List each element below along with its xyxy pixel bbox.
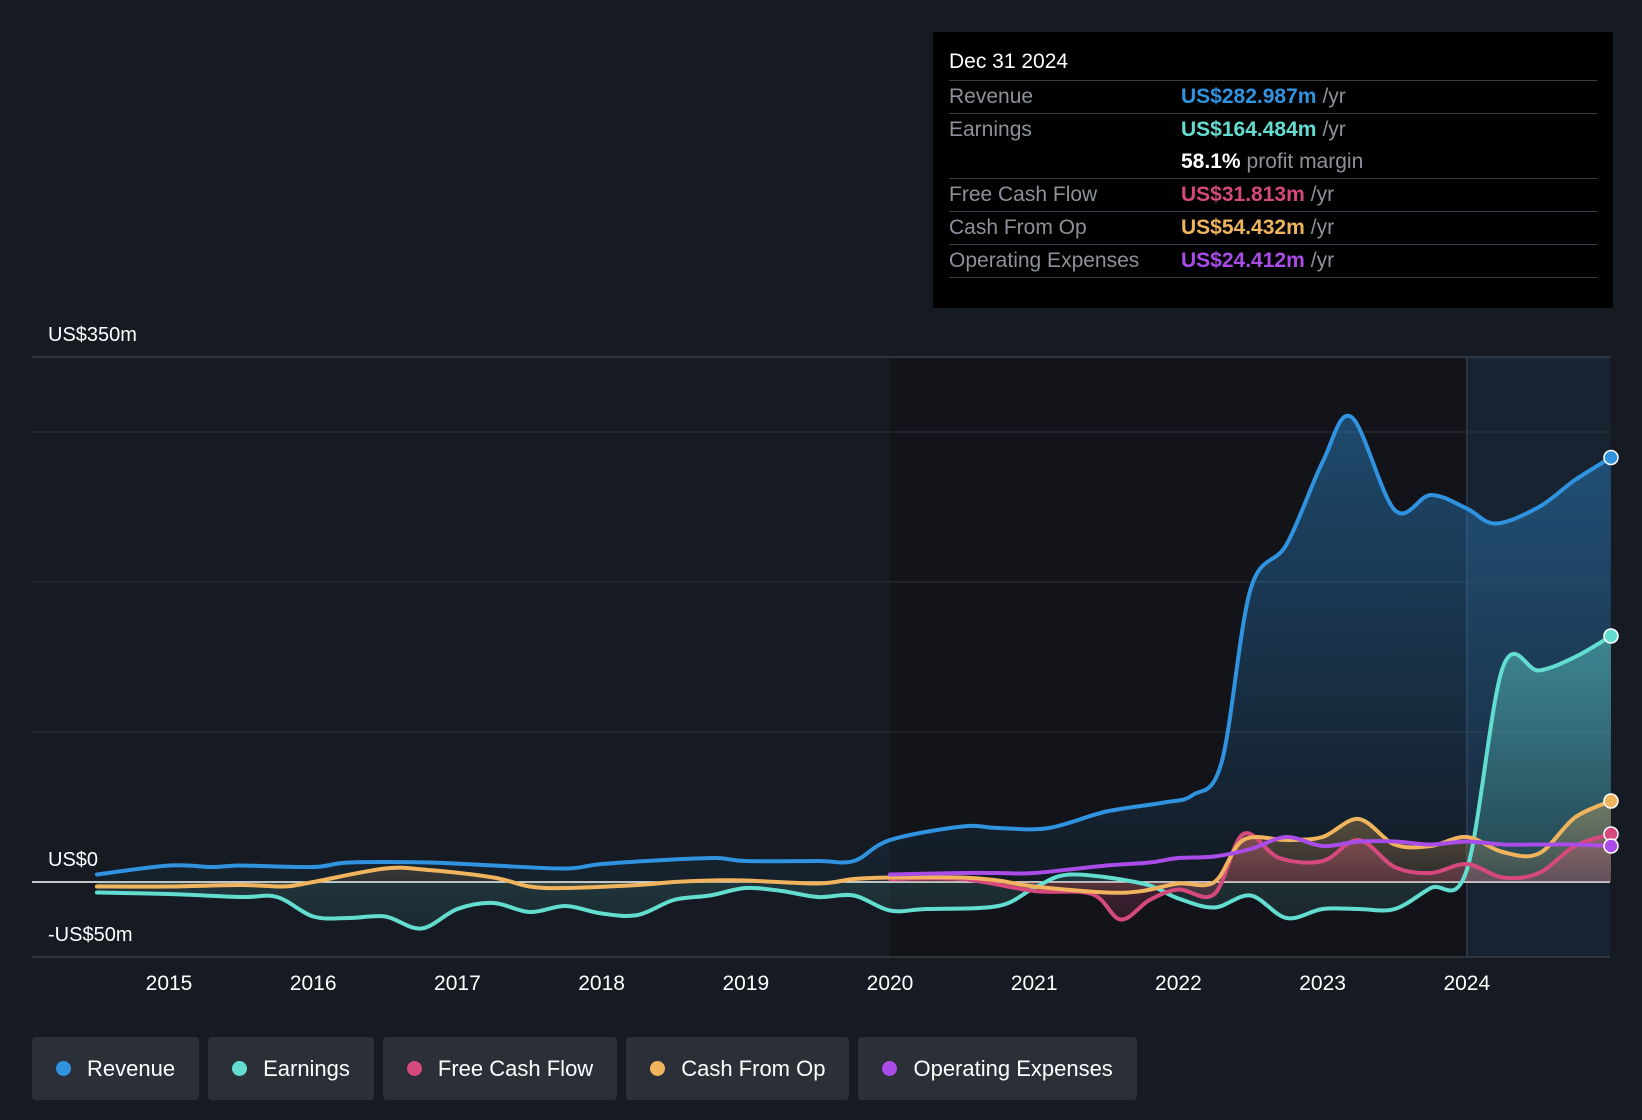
tooltip-row-revenue: Revenue US$282.987m /yr [949,81,1597,114]
legend: Revenue Earnings Free Cash Flow Cash Fro… [32,1037,1137,1100]
legend-item-earnings[interactable]: Earnings [208,1037,374,1100]
legend-dot-icon [232,1061,248,1076]
end-dot-earnings [1603,628,1619,644]
legend-label: Earnings [263,1055,350,1081]
tooltip-label: Revenue [949,85,1034,108]
legend-dot-icon [56,1061,71,1076]
end-markers [1603,449,1619,854]
x-tick-label: 2016 [290,972,337,995]
x-tick-label: 2018 [578,972,625,995]
x-axis-labels: 2015 2016 2017 2018 2019 2020 2021 2022 2023 2024 [146,972,1491,995]
legend-dot-icon [406,1061,422,1076]
series-lines [94,413,1613,931]
tooltip-value: US$282.987m [1181,85,1317,108]
line-revenue [94,413,1613,877]
x-tick-label: 2019 [722,972,769,995]
tooltip-row-cash-from-op: Cash From Op US$54.432m /yr [949,212,1597,245]
tooltip-label: Cash From Op [949,216,1087,239]
legend-label: Operating Expenses [913,1055,1113,1081]
x-tick-label: 2020 [867,972,914,995]
legend-label: Revenue [87,1055,176,1081]
legend-item-free-cash-flow[interactable]: Free Cash Flow [382,1037,618,1100]
x-tick-label: 2023 [1299,972,1346,995]
tooltip-row-earnings: Earnings US$164.484m /yr [949,114,1597,146]
line-operating-expenses [888,835,1613,877]
tooltip-value: US$164.484m [1181,118,1317,141]
x-tick-label: 2021 [1011,972,1058,995]
tooltip-unit: /yr [1310,183,1335,206]
end-dot-operating-expenses [1603,838,1619,854]
legend-dot-icon [650,1061,666,1076]
end-dot-revenue [1603,449,1619,466]
tooltip-value: US$31.813m [1181,183,1305,206]
tooltip-unit: profit margin [1246,150,1364,173]
tooltip-value: US$54.432m [1181,216,1305,239]
tooltip-row-free-cash-flow: Free Cash Flow US$31.813m /yr [949,179,1597,212]
y-axis-labels: US$350m US$0 -US$50m [48,324,137,946]
tooltip-panel: Dec 31 2024 Revenue US$282.987m /yr Earn… [933,32,1613,308]
tooltip-unit: /yr [1310,249,1335,272]
area-revenue [96,415,1611,882]
tooltip-value: 58.1% [1181,150,1241,173]
x-tick-label: 2015 [146,972,193,995]
y-tick-label: US$350m [48,324,137,346]
y-tick-label: -US$50m [48,924,132,946]
x-tick-label: 2017 [434,972,481,995]
y-tick-label: US$0 [48,849,98,871]
tooltip-label: Free Cash Flow [949,183,1098,206]
legend-item-operating-expenses[interactable]: Operating Expenses [858,1037,1137,1100]
tooltip-date: Dec 31 2024 [949,46,1597,81]
tooltip-unit: /yr [1322,85,1346,108]
tooltip-row-operating-expenses: Operating Expenses US$24.412m /yr [949,245,1597,278]
tooltip-label [949,146,1181,178]
tooltip-label: Earnings [949,118,1032,141]
tooltip-unit: /yr [1322,118,1346,141]
x-tick-label: 2022 [1155,972,1202,995]
legend-dot-icon [882,1061,898,1076]
area-fills [96,415,1611,929]
line-cash-from-op [94,799,1613,895]
x-tick-label: 2024 [1443,972,1490,995]
legend-label: Free Cash Flow [437,1055,594,1081]
line-earnings [94,634,1613,931]
tooltip-value: US$24.412m [1181,249,1305,272]
tooltip-label: Operating Expenses [949,249,1140,272]
tooltip-row-profit-margin: 58.1% profit margin [949,146,1597,179]
end-dot-cash-from-op [1603,793,1619,809]
legend-item-revenue[interactable]: Revenue [32,1037,200,1100]
area-cash-from-op [96,801,1611,893]
legend-item-cash-from-op[interactable]: Cash From Op [626,1037,850,1100]
legend-label: Cash From Op [681,1055,826,1081]
tooltip-unit: /yr [1310,216,1335,239]
